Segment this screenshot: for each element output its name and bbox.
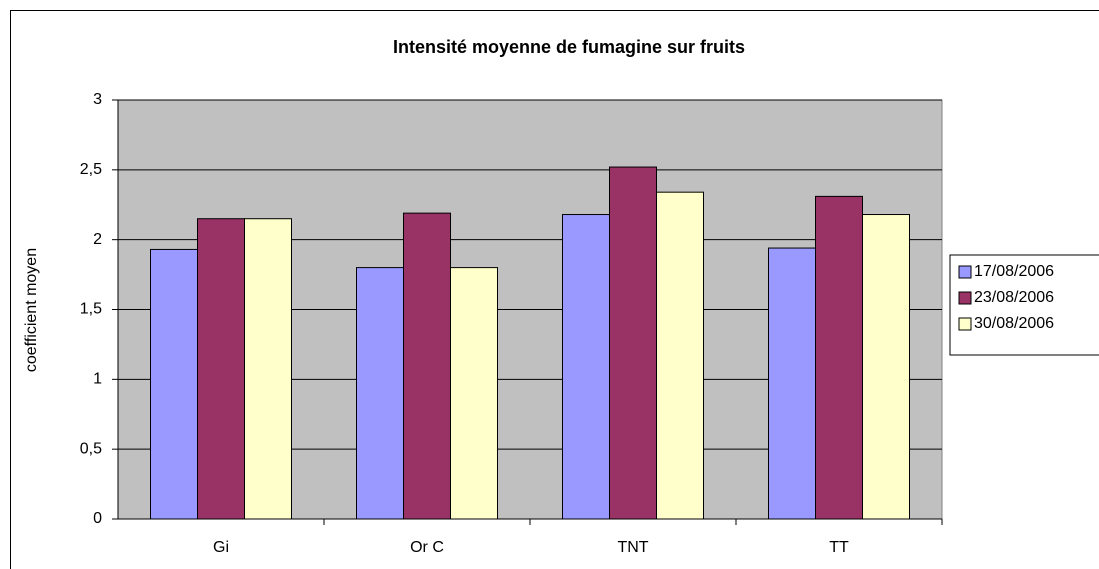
bar xyxy=(403,212,451,520)
bar xyxy=(450,267,498,520)
bar xyxy=(609,166,657,520)
legend-label: 17/08/2006 xyxy=(974,263,1054,280)
y-axis-label: coefficient moyen xyxy=(23,248,40,372)
bar xyxy=(656,191,704,520)
x-tick-label: TT xyxy=(829,539,849,556)
bar xyxy=(562,214,610,520)
bar xyxy=(244,218,292,520)
y-tick-label: 2 xyxy=(93,231,102,248)
legend-label: 23/08/2006 xyxy=(974,289,1054,306)
x-tick-label: Or C xyxy=(410,539,444,556)
bar xyxy=(150,248,198,520)
legend-swatch xyxy=(958,317,972,331)
bar xyxy=(768,247,816,520)
bar xyxy=(356,267,404,520)
x-tick-label: Gi xyxy=(213,539,229,556)
y-tick-label: 2,5 xyxy=(80,161,102,178)
bar xyxy=(815,195,863,520)
chart-title: Intensité moyenne de fumagine sur fruits xyxy=(393,37,745,57)
y-tick-label: 0 xyxy=(93,510,102,527)
legend-label: 30/08/2006 xyxy=(974,315,1054,332)
legend-box xyxy=(949,254,1099,356)
legend-swatch xyxy=(958,265,972,279)
x-tick-label: TNT xyxy=(617,539,648,556)
y-tick-label: 0,5 xyxy=(80,440,102,457)
bar xyxy=(197,218,245,520)
legend-swatch xyxy=(958,291,972,305)
y-tick-label: 3 xyxy=(93,91,102,108)
y-tick-label: 1,5 xyxy=(80,301,102,318)
bar xyxy=(862,214,910,520)
y-tick-label: 1 xyxy=(93,371,102,388)
